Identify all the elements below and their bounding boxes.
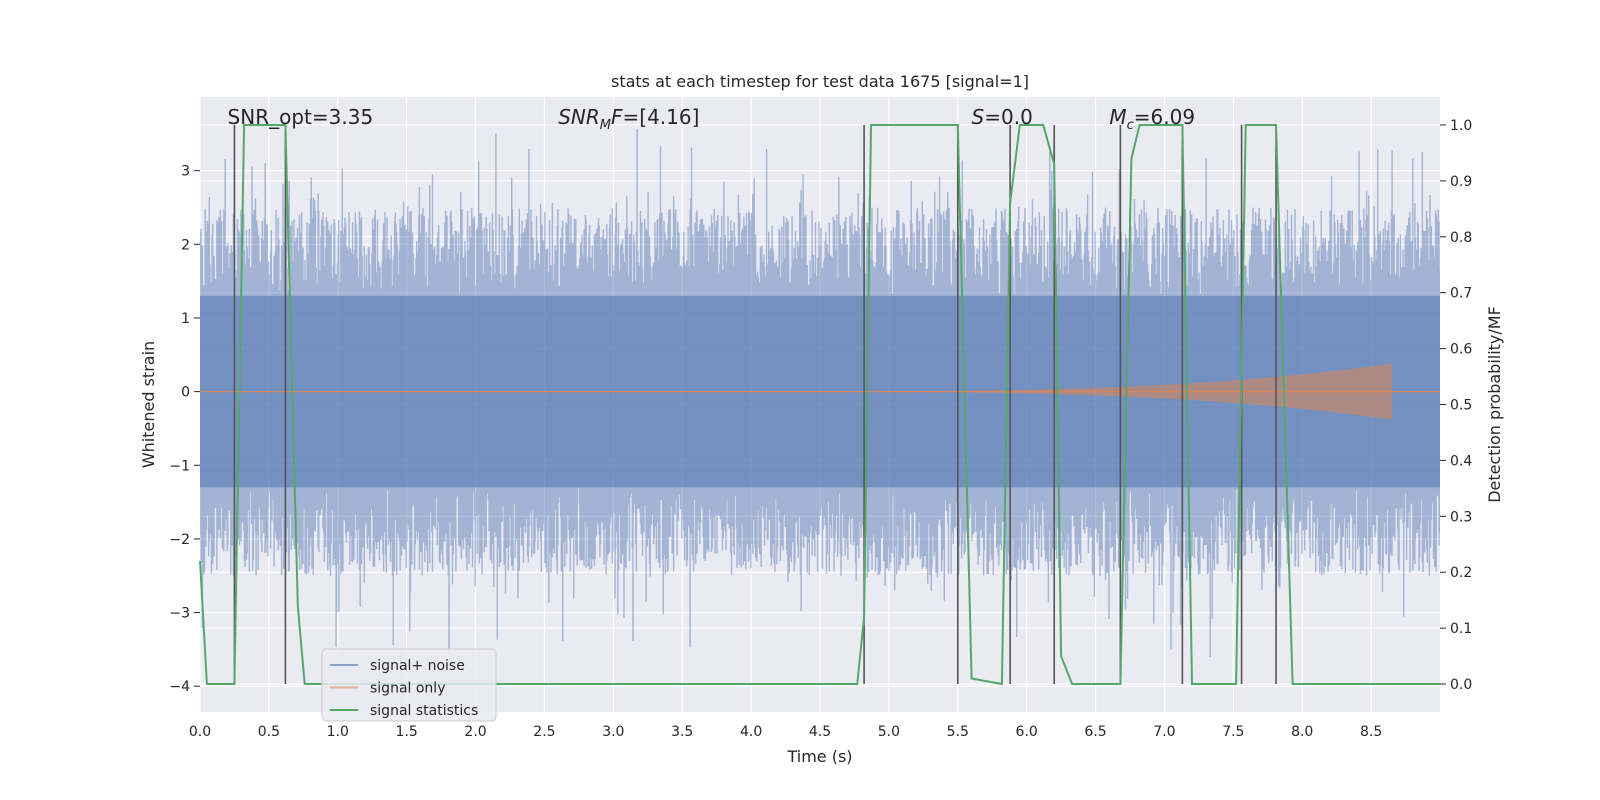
y2-tick-label: 0.4 — [1450, 453, 1472, 469]
annotation: SNR_opt=3.35 — [228, 105, 374, 129]
x-tick-label: 6.0 — [1016, 724, 1038, 740]
y-tick-label: −3 — [169, 606, 190, 622]
y-tick-label: 3 — [181, 164, 190, 180]
annotations: SNR_opt=3.35 SNRMF=[4.16] S=0.0 Mc=6.09 — [228, 105, 1195, 133]
x-tick-label: 4.5 — [809, 724, 831, 740]
legend-label: signal only — [370, 681, 445, 697]
legend-label: signal statistics — [370, 703, 478, 719]
x-tick-label: 3.5 — [671, 724, 693, 740]
x-tick-label: 0.0 — [189, 724, 211, 740]
x-tick-label: 8.5 — [1360, 724, 1382, 740]
x-tick-label: 8.0 — [1291, 724, 1313, 740]
signal-chirp — [751, 363, 1392, 420]
x-tick-label: 7.0 — [1153, 724, 1175, 740]
x-tick-label: 0.5 — [258, 724, 280, 740]
annotation: S=0.0 — [972, 105, 1033, 129]
x-tick-label: 1.5 — [396, 724, 418, 740]
x-tick-label: 2.5 — [533, 724, 555, 740]
y2-tick-label: 0.1 — [1450, 621, 1472, 637]
x-tick-label: 5.0 — [878, 724, 900, 740]
x-tick-label: 5.5 — [947, 724, 969, 740]
y2-tick-label: 0.6 — [1450, 342, 1472, 358]
x-tick-label: 6.5 — [1084, 724, 1106, 740]
x-tick-label: 1.0 — [327, 724, 349, 740]
x-tick-label: 7.5 — [1222, 724, 1244, 740]
signal-statistics-line — [199, 124, 1440, 686]
y-tick-label: 0 — [181, 385, 190, 401]
annotation: SNRMF=[4.16] — [558, 105, 699, 133]
x-tick-label: 4.0 — [740, 724, 762, 740]
x-tick-label: 2.0 — [464, 724, 486, 740]
y-tick-label: 2 — [181, 237, 190, 253]
y-axis-label: Whitened strain — [139, 341, 158, 468]
y2-axis-label: Detection probability/MF — [1485, 306, 1504, 503]
x-axis-label: Time (s) — [786, 747, 852, 766]
y-tick-label: −4 — [169, 679, 190, 695]
chart-title: stats at each timestep for test data 167… — [611, 72, 1029, 91]
y-tick-label: 1 — [181, 311, 190, 327]
x-tick-label: 3.0 — [602, 724, 624, 740]
y-tick-labels: −4 −3 −2 −1 0 1 2 3 — [169, 164, 200, 695]
legend-label: signal+ noise — [370, 658, 465, 674]
y2-tick-label: 0.2 — [1450, 565, 1472, 581]
y2-tick-label: 0.0 — [1450, 677, 1472, 693]
y2-tick-label: 0.9 — [1450, 174, 1472, 190]
y2-tick-label: 0.3 — [1450, 509, 1472, 525]
y2-tick-labels: 0.0 0.1 0.2 0.3 0.4 0.5 0.6 0.7 0.8 0.9 1.0 — [1440, 118, 1472, 693]
y2-tick-label: 0.7 — [1450, 286, 1472, 302]
y-tick-label: −2 — [169, 532, 190, 548]
y2-tick-label: 0.5 — [1450, 398, 1472, 414]
signal-only-series — [200, 363, 1440, 420]
x-tick-labels: 0.0 0.5 1.0 1.5 2.0 2.5 3.0 3.5 4.0 4.5 5.0 5.5 6.0 6… — [189, 724, 1382, 740]
annotation: Mc=6.09 — [1109, 105, 1195, 133]
y2-tick-label: 1.0 — [1450, 118, 1472, 134]
y-tick-label: −1 — [169, 458, 190, 474]
y2-tick-label: 0.8 — [1450, 230, 1472, 246]
legend: signal+ noise signal only signal statistic… — [321, 648, 497, 722]
legend-box — [321, 648, 497, 722]
signal-statistics-series — [199, 124, 1440, 686]
